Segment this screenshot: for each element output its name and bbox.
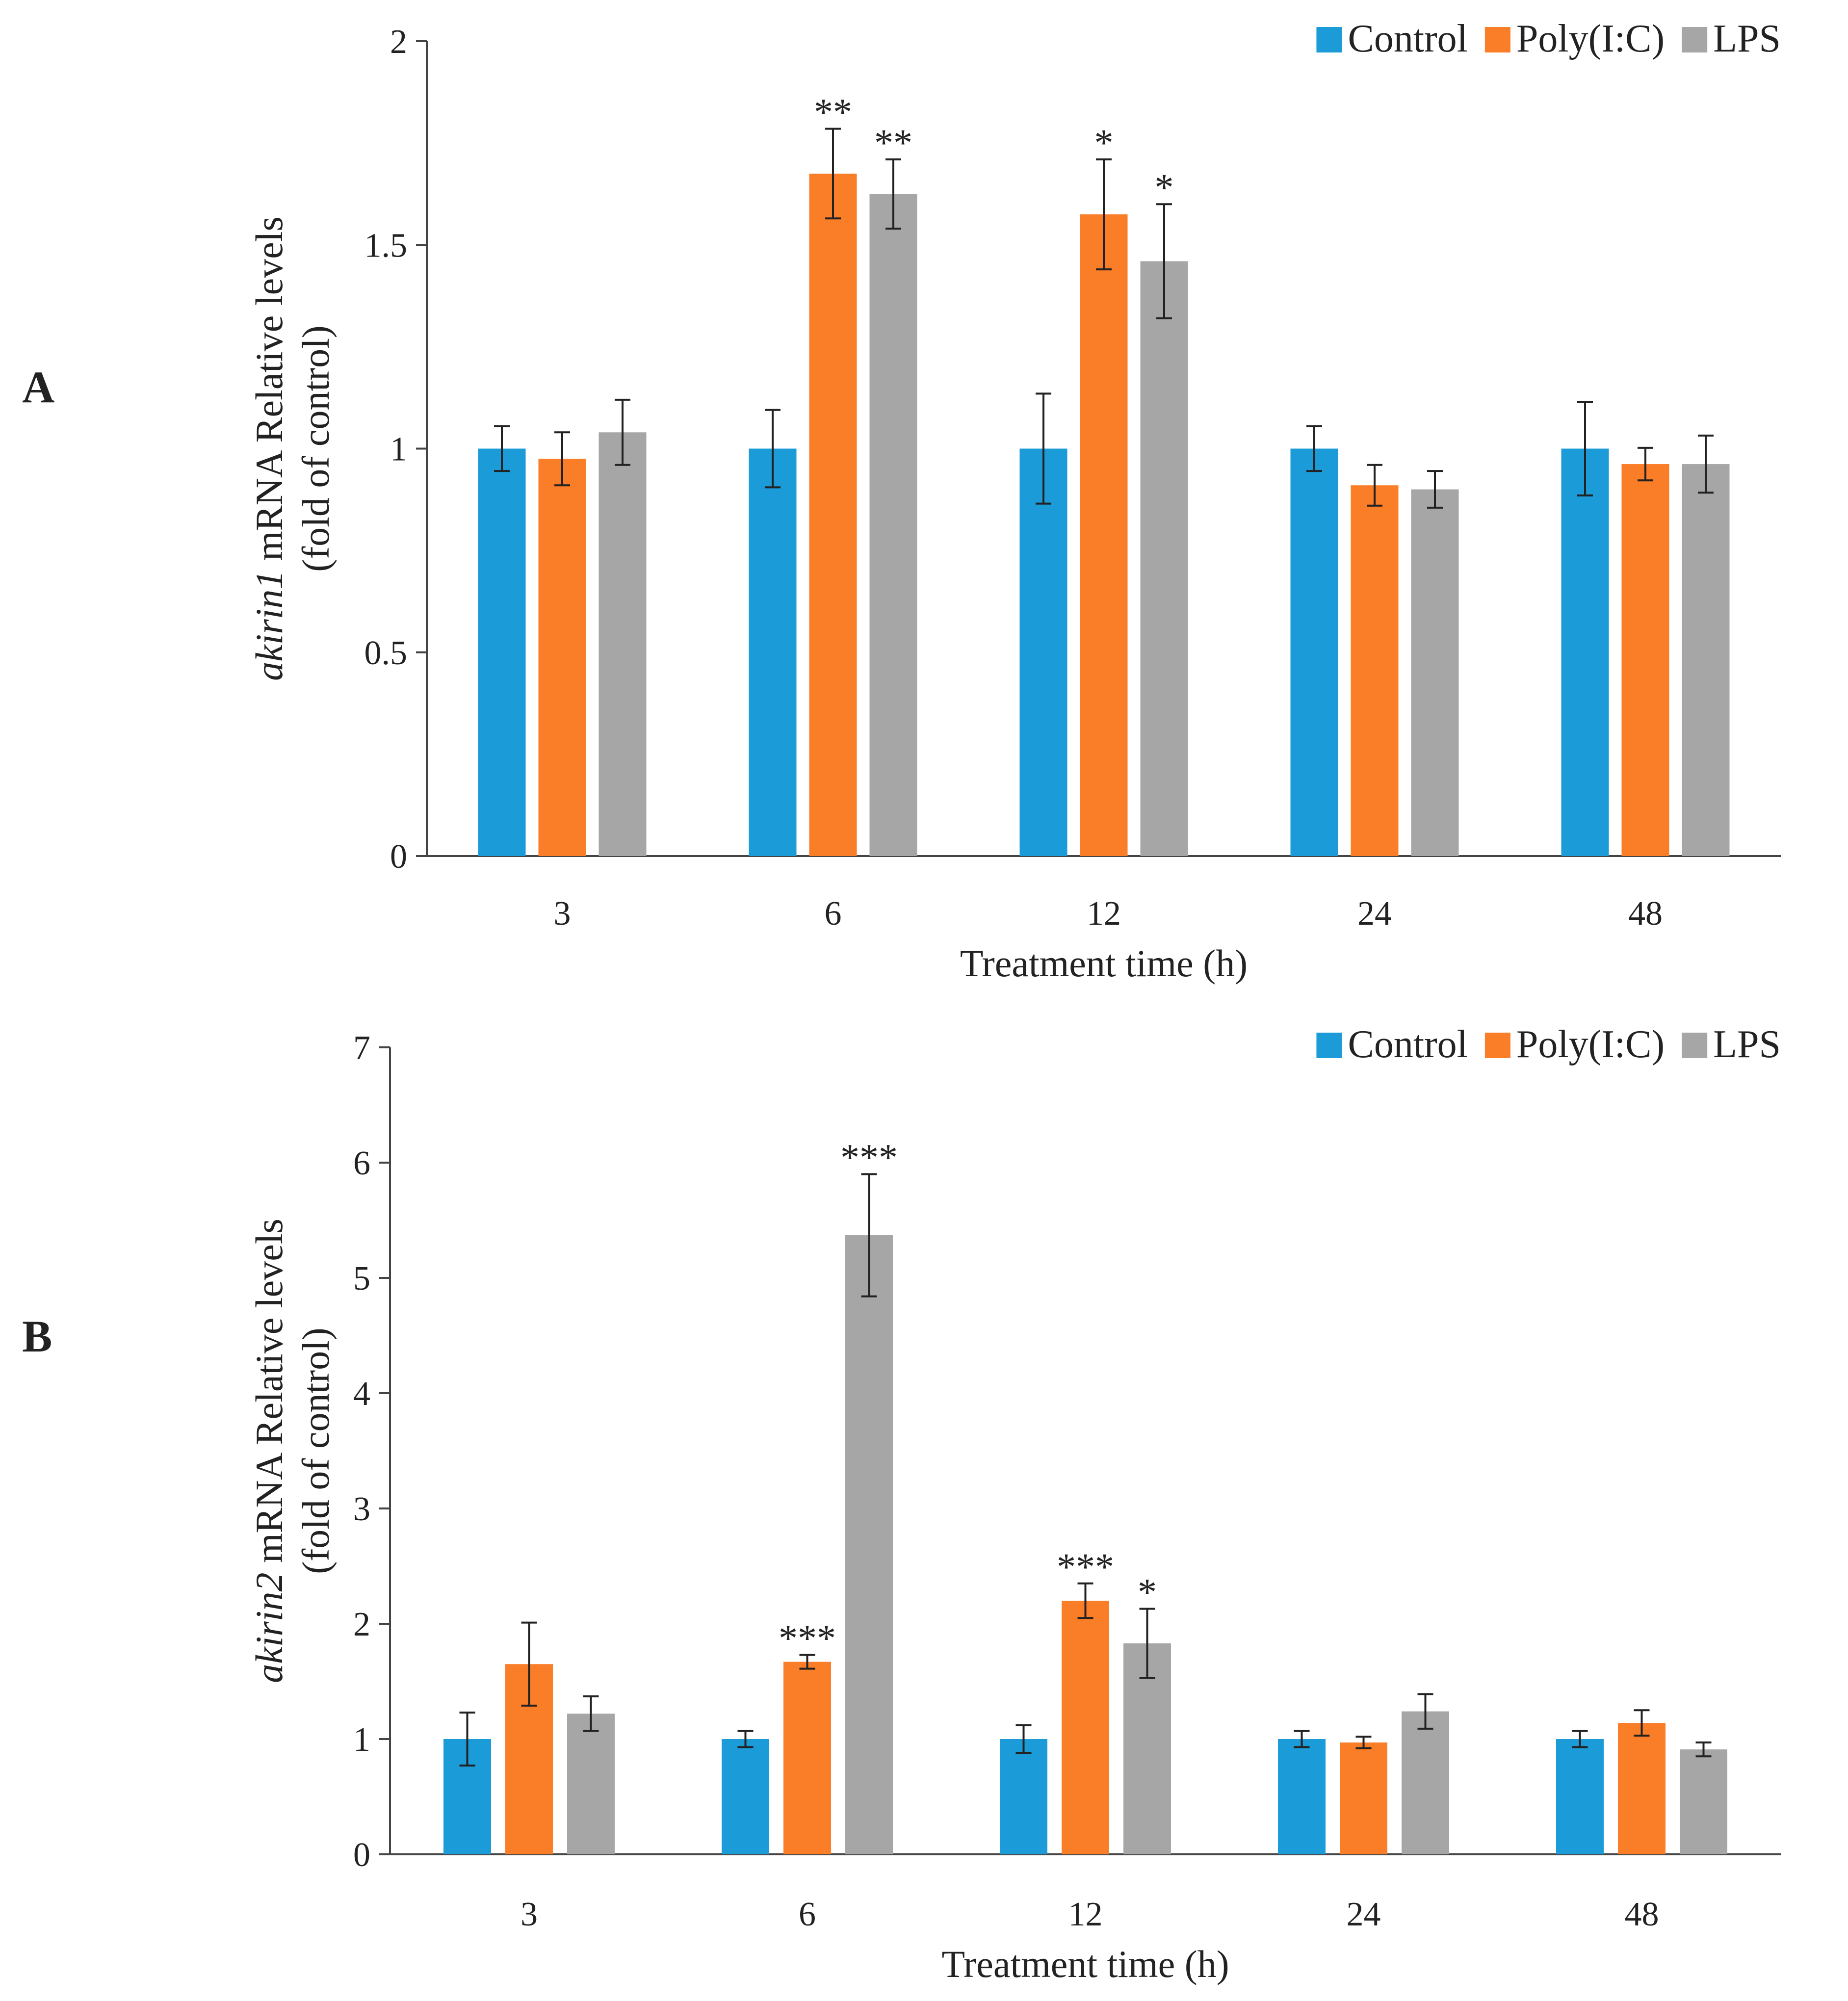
significance-mark: * xyxy=(1138,1570,1157,1613)
bar-control-3 xyxy=(478,448,526,856)
bar-control-48 xyxy=(1561,448,1609,856)
x-axis-title: Treatment time (h) xyxy=(960,942,1248,985)
panel-label: A xyxy=(22,362,54,412)
x-axis-title: Treatment time (h) xyxy=(941,1943,1229,1985)
significance-mark: *** xyxy=(779,1616,836,1659)
bar-polyic-6 xyxy=(783,1662,831,1854)
bar-lps-24 xyxy=(1402,1711,1449,1854)
chart-panel-a: A 0 0.5 1 1.5 2 3 6 12 24 48 Treatment time (h) akir… xyxy=(22,17,1781,985)
y-tick-label: 0 xyxy=(390,838,407,876)
x-tick-label: 6 xyxy=(799,1896,816,1933)
legend: Control Poly(I:C) LPS xyxy=(1316,1023,1781,1066)
x-tick-label: 3 xyxy=(521,1896,538,1933)
x-tick-label: 24 xyxy=(1357,895,1392,933)
legend-label: Control xyxy=(1348,17,1467,60)
y-axis-title-gene: akirin2 xyxy=(248,1573,290,1683)
y-tick-label: 5 xyxy=(353,1260,370,1298)
y-tick-label: 1 xyxy=(353,1721,370,1759)
x-tick-label: 12 xyxy=(1068,1896,1103,1933)
legend-swatch xyxy=(1682,27,1708,52)
significance-mark: *** xyxy=(840,1136,898,1179)
bar-control-12 xyxy=(1019,448,1067,856)
bar-polyic-24 xyxy=(1340,1742,1387,1854)
legend-swatch xyxy=(1316,27,1342,52)
x-tick-label: 24 xyxy=(1347,1896,1381,1933)
panel-label: B xyxy=(22,1311,52,1361)
bar-control-48 xyxy=(1556,1739,1604,1854)
legend-item-control: Control xyxy=(1316,17,1468,60)
legend-item-lps: LPS xyxy=(1682,17,1781,60)
legend-item-polyic: Poly(I:C) xyxy=(1484,1023,1665,1066)
y-axis-title-gene: akirin1 xyxy=(248,571,290,681)
bar-polyic-12 xyxy=(1080,214,1128,856)
bar-lps-6 xyxy=(845,1235,893,1854)
significance-mark: ** xyxy=(874,121,912,164)
x-tick-label: 48 xyxy=(1628,895,1663,933)
y-axis-title-line2: (fold of control) xyxy=(294,1327,337,1574)
bar-control-6 xyxy=(722,1739,769,1854)
y-tick-label: 1 xyxy=(390,431,407,468)
y-axis-title-line2: (fold of control) xyxy=(294,325,337,572)
bar-polyic-24 xyxy=(1351,485,1399,856)
y-axis-title: akirin1 mRNA Relative levels xyxy=(248,216,290,681)
legend-label: Poly(I:C) xyxy=(1516,1023,1665,1066)
bar-lps-48 xyxy=(1680,1749,1727,1854)
significance-mark: * xyxy=(1094,121,1114,164)
legend: Control Poly(I:C) LPS xyxy=(1316,17,1781,60)
bar-lps-6 xyxy=(869,194,917,856)
y-axis-title: akirin2 mRNA Relative levels xyxy=(248,1219,290,1683)
legend-item-control: Control xyxy=(1316,1023,1468,1066)
bar-control-12 xyxy=(1000,1739,1047,1854)
y-axis-title-text: mRNA Relative levels xyxy=(248,216,290,570)
bar-control-24 xyxy=(1278,1739,1326,1854)
legend-swatch xyxy=(1316,1033,1342,1058)
y-tick-label: 2 xyxy=(390,23,407,61)
bar-lps-48 xyxy=(1682,464,1730,856)
bar-polyic-48 xyxy=(1618,1723,1666,1854)
legend-swatch xyxy=(1484,27,1510,52)
y-tick-label: 7 xyxy=(353,1029,370,1067)
y-tick-label: 3 xyxy=(353,1490,370,1528)
legend-item-polyic: Poly(I:C) xyxy=(1484,17,1665,60)
significance-mark: *** xyxy=(1057,1545,1114,1588)
x-tick-label: 3 xyxy=(554,895,571,933)
bar-lps-3 xyxy=(599,432,647,856)
legend-swatch xyxy=(1682,1033,1708,1058)
x-tick-label: 6 xyxy=(825,895,842,933)
bar-lps-12 xyxy=(1140,261,1188,856)
legend-label: LPS xyxy=(1713,1023,1781,1066)
y-tick-label: 6 xyxy=(353,1144,370,1182)
legend-label: Poly(I:C) xyxy=(1516,17,1665,60)
bar-polyic-12 xyxy=(1062,1601,1109,1854)
legend-swatch xyxy=(1484,1033,1510,1058)
bar-polyic-48 xyxy=(1621,464,1669,856)
x-tick-label: 48 xyxy=(1625,1896,1659,1933)
bar-control-6 xyxy=(749,448,797,856)
significance-mark: ** xyxy=(814,91,852,133)
significance-mark: * xyxy=(1155,166,1174,208)
y-tick-label: 4 xyxy=(353,1375,370,1413)
bar-polyic-3 xyxy=(538,459,586,856)
y-tick-label: 2 xyxy=(353,1606,370,1643)
y-tick-label: 0.5 xyxy=(364,634,408,672)
legend-label: LPS xyxy=(1713,17,1781,60)
bar-control-24 xyxy=(1290,448,1338,856)
y-tick-label: 0 xyxy=(353,1836,370,1874)
legend-label: Control xyxy=(1348,1023,1467,1066)
x-tick-label: 12 xyxy=(1087,895,1121,933)
bar-lps-3 xyxy=(567,1714,615,1854)
y-tick-label: 1.5 xyxy=(364,227,408,264)
bar-polyic-6 xyxy=(809,173,857,857)
y-axis-title-text: mRNA Relative levels xyxy=(248,1219,290,1572)
legend-item-lps: LPS xyxy=(1682,1023,1781,1066)
bar-lps-24 xyxy=(1411,489,1459,856)
